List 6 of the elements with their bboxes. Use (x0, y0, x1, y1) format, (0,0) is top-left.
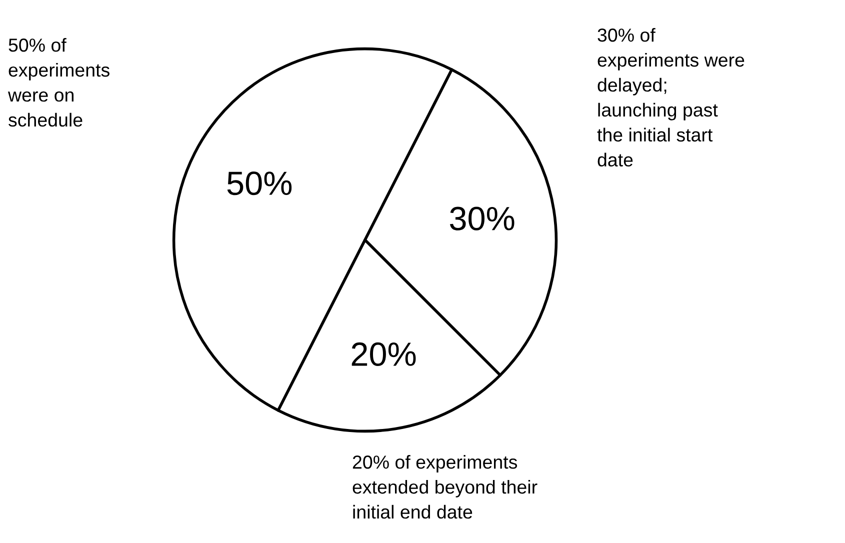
data-label: 50% (227, 172, 292, 196)
data-label: 20% (352, 342, 416, 366)
data-label: 30% (450, 206, 514, 230)
slice-label: 50% of experiments were on schedule (8, 38, 110, 127)
slice-label: 30% of experiments were delayed; launching past the initial start date (597, 28, 744, 167)
slice-label: 20% of experiments extended beyond their initial end date (352, 455, 538, 519)
